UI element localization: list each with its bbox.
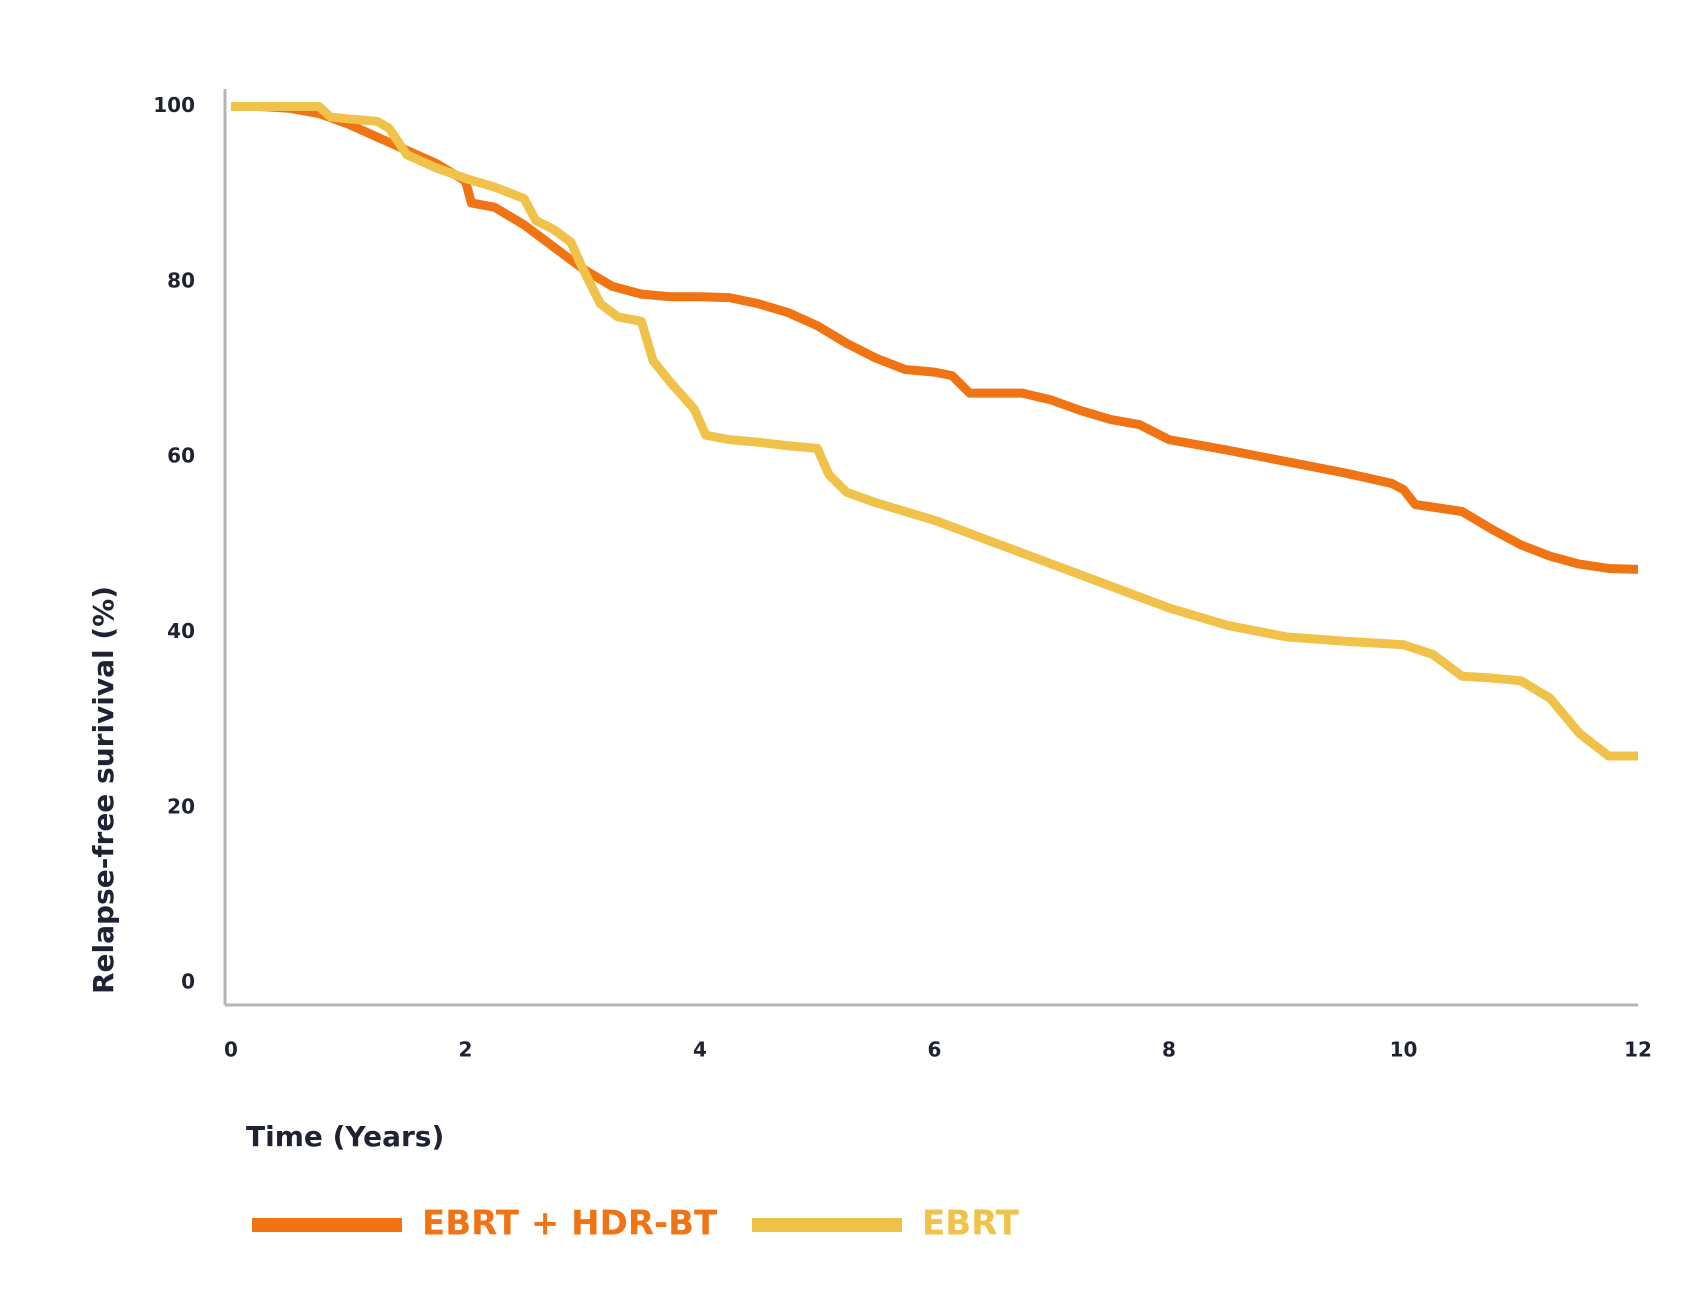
- y-tick-label: 80: [167, 268, 195, 292]
- y-tick-label: 100: [153, 93, 195, 117]
- x-tick-label: 4: [693, 1038, 707, 1062]
- x-tick-label: 0: [224, 1038, 238, 1062]
- x-tick-label: 6: [928, 1038, 942, 1062]
- y-tick-label: 60: [167, 444, 195, 468]
- x-tick-label: 10: [1390, 1038, 1418, 1062]
- x-axis-title: Time (Years): [246, 1120, 444, 1153]
- y-tick-label: 0: [181, 970, 195, 994]
- y-axis-title: Relapse-free surivival (%): [87, 586, 120, 994]
- legend-label: EBRT + HDR-BT: [422, 1204, 718, 1244]
- series-line: [231, 102, 1639, 574]
- y-tick-label: 40: [167, 619, 195, 643]
- x-tick-label: 12: [1624, 1038, 1652, 1062]
- series-line: [231, 102, 1638, 761]
- legend-label: EBRT: [922, 1204, 1020, 1244]
- y-tick-label: 20: [167, 794, 195, 818]
- x-tick-label: 2: [459, 1038, 473, 1062]
- x-tick-label: 8: [1162, 1038, 1176, 1062]
